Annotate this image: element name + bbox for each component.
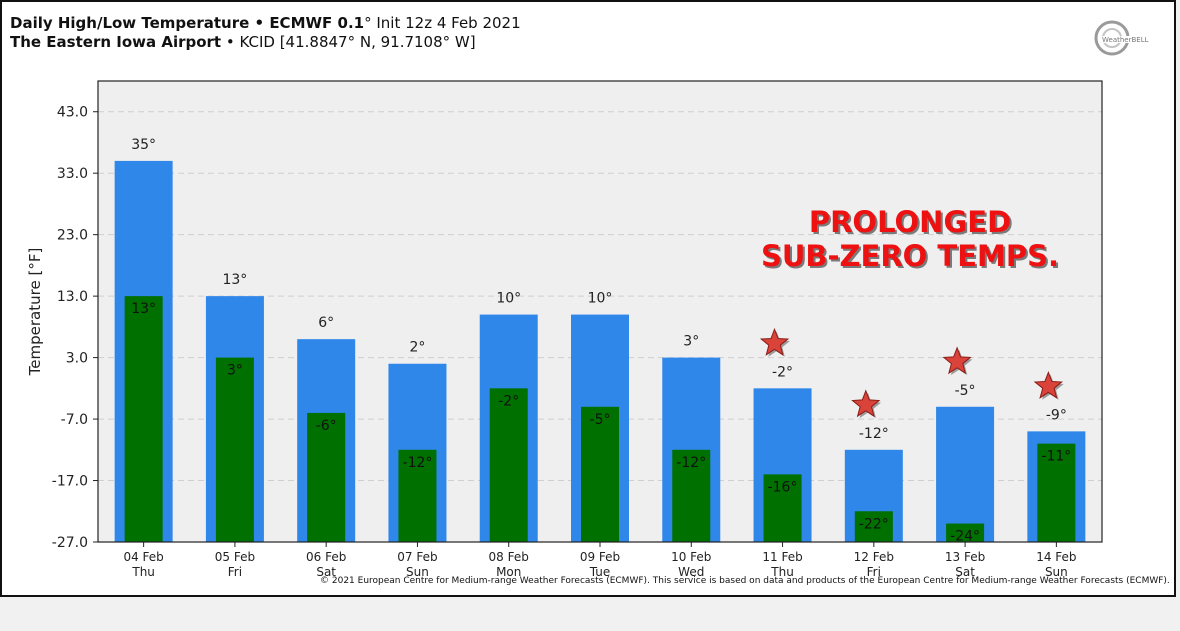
- x-tick-day: Thu: [131, 565, 155, 579]
- low-bar: [398, 449, 437, 542]
- annotation-line2: SUB-ZERO TEMPS.: [760, 239, 1060, 273]
- high-value-label: 3°: [683, 334, 699, 350]
- x-tick-day: Fri: [867, 565, 881, 579]
- chart-title: Daily High/Low Temperature • ECMWF 0.1° …: [10, 14, 521, 32]
- star-icon: [1033, 371, 1064, 399]
- location-coords: • KCID [41.8847° N, 91.7108° W]: [221, 33, 476, 51]
- x-tick-label: 06 Feb: [306, 550, 346, 564]
- title-init: ° Init 12z 4 Feb 2021: [364, 14, 521, 32]
- x-tick-label: 13 Feb: [945, 550, 985, 564]
- x-tick-day: Sat: [316, 565, 336, 579]
- low-bar: [672, 449, 711, 542]
- low-value-label: -6°: [316, 418, 337, 434]
- low-bar: [581, 406, 619, 542]
- x-tick-label: 07 Feb: [397, 550, 437, 564]
- low-bar: [763, 474, 802, 542]
- high-bar: [936, 406, 995, 542]
- high-value-label: -2°: [772, 364, 793, 380]
- x-tick-label: 04 Feb: [123, 550, 163, 564]
- low-value-label: -24°: [950, 529, 980, 545]
- high-value-label: 10°: [588, 291, 613, 307]
- y-tick-label: -7.0: [61, 412, 88, 428]
- prolonged-annotation: PROLONGED SUB-ZERO TEMPS.: [680, 205, 1140, 273]
- low-bar: [215, 357, 254, 542]
- low-bar: [1037, 443, 1076, 542]
- temperature-chart: 43.0 33.0 23.0 13.0 3.0 -7.0 -17.0 -27.0 35° 13° 0…: [26, 80, 1103, 579]
- y-tick-label: -17.0: [52, 474, 88, 490]
- star-icon: [942, 346, 972, 375]
- low-bar: [489, 388, 528, 542]
- x-tick-day: Sat: [955, 565, 975, 579]
- high-value-label: 6°: [318, 315, 334, 331]
- x-tick-day: Wed: [678, 565, 704, 579]
- x-tick-label: 14 Feb: [1036, 550, 1076, 564]
- low-value-label: -2°: [498, 393, 519, 409]
- low-bar: [307, 412, 346, 542]
- high-value-label: 13°: [222, 272, 247, 288]
- y-tick-label: 43.0: [57, 105, 88, 121]
- low-value-label: -22°: [859, 516, 889, 532]
- x-tick-day: Thu: [770, 565, 794, 579]
- weatherbell-logo: WeatherBELL: [1094, 20, 1158, 56]
- x-tick-day: Fri: [228, 565, 242, 579]
- x-tick-day: Sun: [406, 565, 429, 579]
- x-tick-label: 11 Feb: [762, 550, 802, 564]
- copyright-notice: © 2021 European Centre for Medium-range …: [320, 576, 1170, 586]
- low-value-label: -12°: [676, 455, 706, 471]
- high-value-label: -9°: [1046, 407, 1067, 423]
- high-value-label: 2°: [409, 340, 425, 356]
- x-tick-label: 10 Feb: [671, 550, 711, 564]
- x-tick-label: 05 Feb: [215, 550, 255, 564]
- low-value-label: 13°: [131, 301, 156, 317]
- title-bold: Daily High/Low Temperature • ECMWF 0.1: [10, 14, 365, 32]
- x-tick-label: 09 Feb: [580, 550, 620, 564]
- y-tick-label: 3.0: [66, 351, 88, 367]
- x-tick-day: Sun: [1045, 565, 1068, 579]
- low-bar: [946, 523, 985, 542]
- low-value-label: -5°: [590, 412, 611, 428]
- x-tick-label: 12 Feb: [854, 550, 894, 564]
- low-value-label: 3°: [227, 363, 243, 379]
- logo-text: WeatherBELL: [1102, 36, 1149, 44]
- plot-frame: [97, 80, 1103, 543]
- x-tick-day: Tue: [589, 565, 611, 579]
- y-tick-label: 33.0: [57, 166, 88, 182]
- high-value-label: -12°: [859, 426, 889, 442]
- low-bar: [854, 511, 893, 542]
- high-value-label: -5°: [955, 383, 976, 399]
- y-tick-label: 23.0: [57, 228, 88, 244]
- high-value-label: 35°: [131, 137, 156, 153]
- star-icon: [851, 389, 881, 418]
- annotation-line1: PROLONGED: [808, 205, 1012, 239]
- x-tick-day: Mon: [496, 565, 521, 579]
- y-tick-label: -27.0: [52, 535, 88, 551]
- x-tick-label: 08 Feb: [489, 550, 529, 564]
- chart-subtitle: The Eastern Iowa Airport • KCID [41.8847…: [10, 33, 476, 51]
- star-icon: [759, 327, 790, 356]
- y-axis-label: Temperature [°F]: [26, 248, 44, 377]
- y-tick-label: 13.0: [57, 289, 88, 305]
- low-bar: [124, 296, 163, 542]
- low-value-label: -16°: [768, 479, 798, 495]
- low-value-label: -12°: [403, 455, 433, 471]
- low-value-label: -11°: [1041, 449, 1071, 465]
- location-bold: The Eastern Iowa Airport: [10, 33, 222, 51]
- high-value-label: 10°: [496, 291, 521, 307]
